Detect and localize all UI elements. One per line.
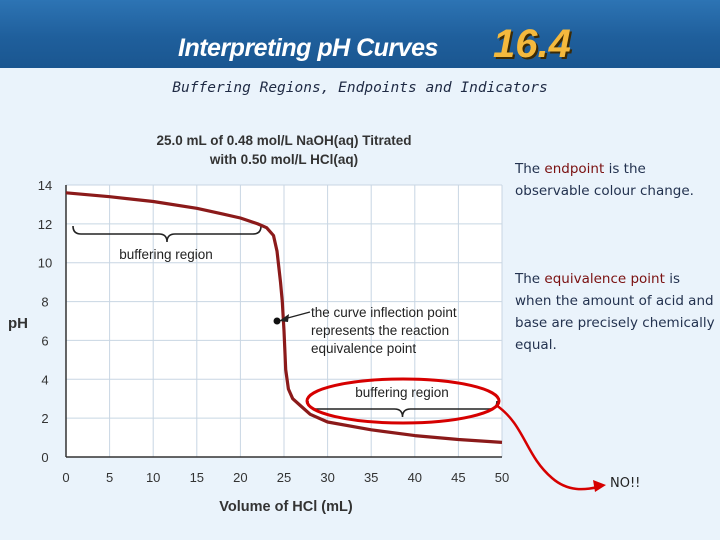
chart-title-line-2: with 0.50 mol/L HCl(aq) (209, 152, 358, 167)
x-tick-label: 10 (146, 470, 160, 485)
x-tick-label: 25 (277, 470, 291, 485)
endpoint-note-suffix: is the observable colour change. (515, 161, 694, 199)
x-tick-label: 30 (320, 470, 334, 485)
section-number: 16.4 (493, 22, 571, 66)
slide-subtitle: Buffering Regions, Endpoints and Indicat… (172, 80, 548, 96)
inflection-note-line-3: equivalence point (311, 341, 416, 356)
equivalence-note-prefix: The (515, 271, 545, 287)
y-axis-label: pH (8, 315, 28, 332)
inflection-note-line-2: represents the reaction (311, 323, 449, 338)
y-tick-labels: 0 2 4 6 8 10 12 14 (38, 178, 52, 465)
no-arrow-head (593, 480, 606, 492)
title-banner: Interpreting pH Curves 16.4 (0, 0, 720, 68)
x-tick-label: 0 (62, 470, 69, 485)
y-tick-label: 6 (41, 333, 48, 348)
x-tick-labels: 0 5 10 15 20 25 30 35 40 45 50 (62, 470, 509, 485)
axes (65, 185, 502, 458)
y-tick-label: 10 (38, 256, 52, 271)
x-tick-label: 35 (364, 470, 378, 485)
x-tick-label: 50 (495, 470, 509, 485)
buffering-region-label-upper: buffering region (119, 247, 213, 262)
y-tick-label: 0 (41, 450, 48, 465)
x-tick-label: 5 (106, 470, 113, 485)
x-tick-label: 40 (408, 470, 422, 485)
banner-title: Interpreting pH Curves (178, 34, 438, 62)
x-tick-label: 20 (233, 470, 247, 485)
equivalence-point-marker (273, 317, 281, 325)
equivalence-note-suffix: is when the amount of acid and base are … (515, 271, 715, 353)
endpoint-note-prefix: The (515, 161, 545, 177)
endpoint-term: endpoint (544, 161, 605, 177)
x-tick-label: 15 (190, 470, 204, 485)
y-tick-label: 14 (38, 178, 52, 193)
x-axis-label: Volume of HCl (mL) (219, 499, 353, 515)
buffering-region-brace-upper (72, 225, 262, 243)
x-tick-label: 45 (451, 470, 465, 485)
endpoint-note: The endpoint is the observable colour ch… (515, 158, 715, 202)
y-tick-label: 12 (38, 217, 52, 232)
highlight-circle (305, 377, 501, 425)
ph-curve-line (65, 191, 503, 444)
chart-title-line-1: 25.0 mL of 0.48 mol/L NaOH(aq) Titrated (156, 133, 411, 148)
inflection-pointer-arrowhead (279, 314, 289, 322)
no-label: NO!! (610, 476, 641, 491)
y-tick-label: 4 (41, 372, 48, 387)
y-tick-label: 8 (41, 295, 48, 310)
equivalence-term: equivalence point (544, 271, 665, 287)
y-tick-label: 2 (41, 411, 48, 426)
no-arrow-line (495, 403, 599, 491)
buffering-region-label-lower: buffering region (355, 385, 449, 400)
inflection-note-line-1: the curve inflection point (311, 305, 457, 320)
equivalence-note: The equivalence point is when the amount… (515, 268, 715, 356)
